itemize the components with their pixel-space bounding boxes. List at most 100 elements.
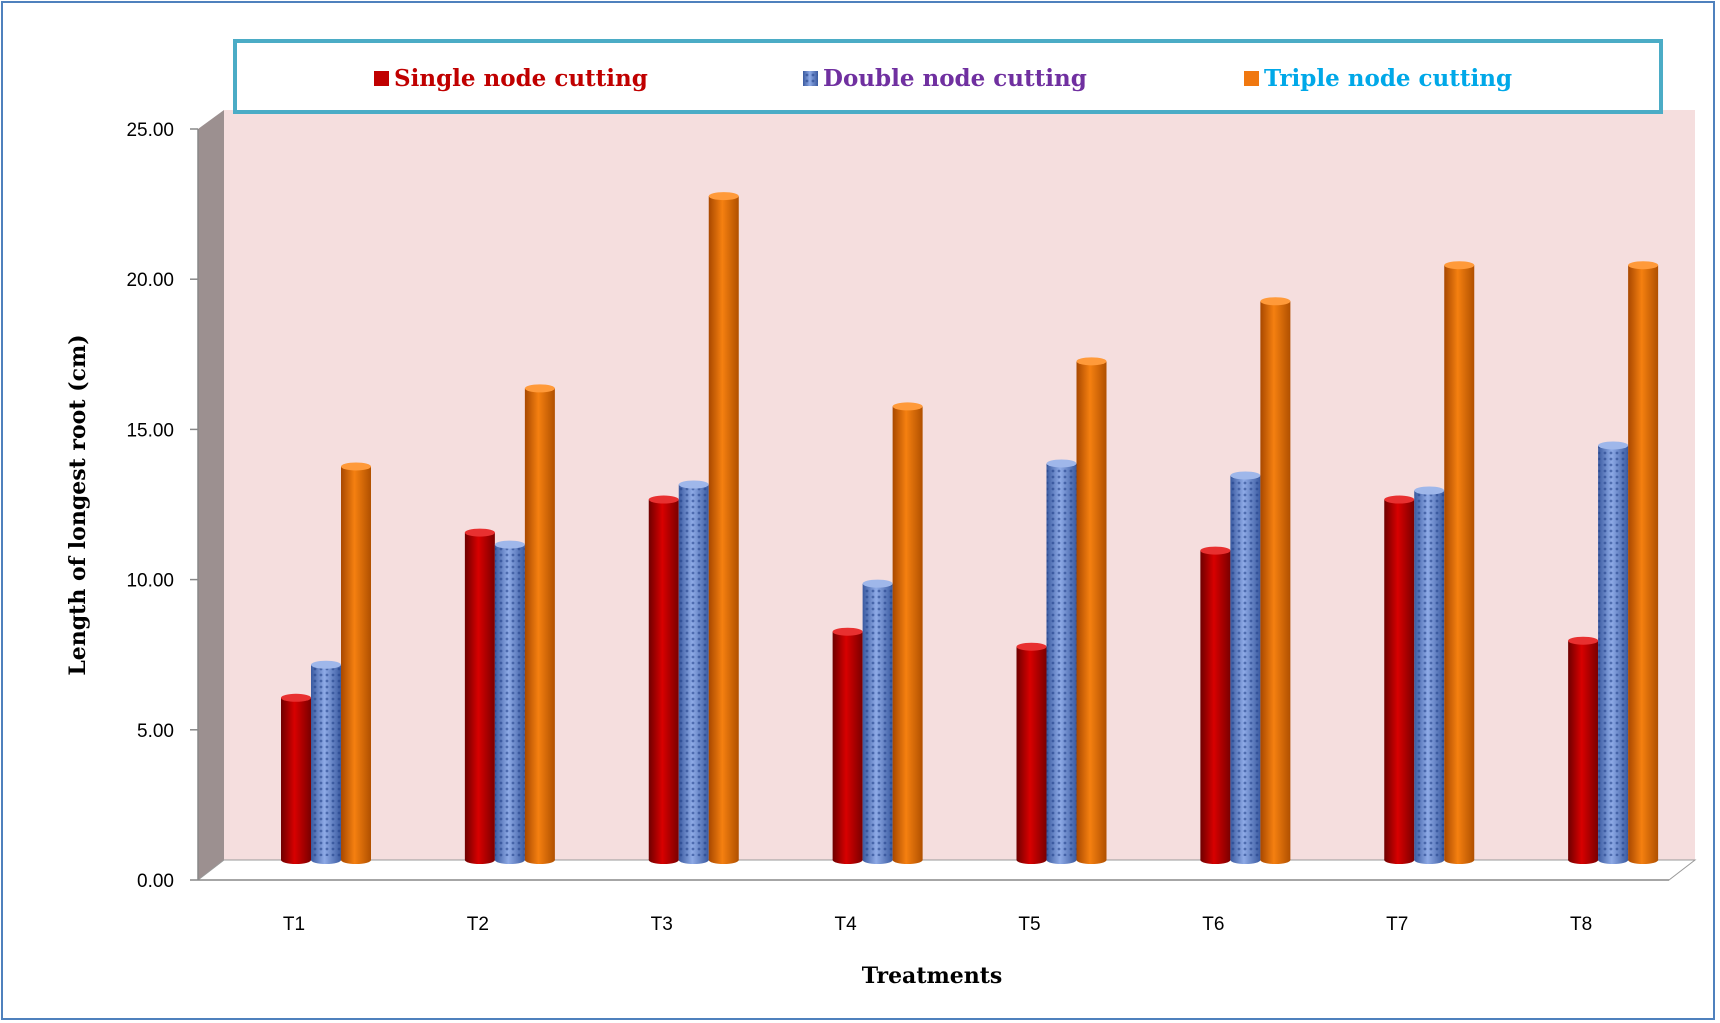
legend-item-triple: Triple node cutting: [1244, 65, 1512, 92]
bar-double-texture: [1598, 445, 1629, 860]
bar-single-t2: [464, 528, 495, 864]
bar-single-t4: [832, 627, 863, 864]
x-axis-ticks: T1 T2 T3 T4 T5 T6 T7 T8: [283, 914, 1592, 935]
bars-group: [281, 192, 1659, 864]
bar-double-cap: [311, 660, 341, 669]
legend-swatch-triple: [1244, 71, 1259, 86]
bar-triple-body: [524, 388, 555, 860]
bar-triple-base: [1628, 856, 1659, 864]
bar-single-body: [1016, 646, 1047, 860]
x-tick-label-t8: T8: [1570, 914, 1592, 935]
bar-double-base: [1414, 856, 1445, 864]
bar-double-base: [1046, 856, 1077, 864]
bar-double-t7: [1414, 486, 1445, 864]
legend-swatch-double-texture: [803, 71, 818, 86]
legend-box: [233, 39, 1663, 114]
plot-side-wall: [198, 110, 224, 880]
x-tick-label-t4: T4: [834, 914, 857, 935]
bar-double-base: [494, 856, 525, 864]
y-tick-label: 25.00: [126, 120, 174, 141]
bar-triple-cap: [341, 462, 371, 471]
bar-single-t1: [281, 693, 311, 864]
bar-triple-cap: [1076, 357, 1107, 366]
y-axis-title: Length of longest root (cm): [65, 334, 91, 675]
bar-triple-t4: [892, 402, 923, 864]
bar-single-base: [1200, 856, 1231, 864]
bar-triple-body: [341, 466, 371, 860]
bar-triple-t5: [1076, 357, 1107, 864]
bar-triple-base: [892, 856, 923, 864]
bar-single-cap: [1016, 642, 1047, 651]
bar-double-base: [1230, 856, 1261, 864]
bar-double-t8: [1598, 441, 1629, 864]
bar-triple-base: [1444, 856, 1475, 864]
bar-single-t7: [1384, 495, 1415, 864]
bar-double-cap: [1046, 459, 1077, 468]
bar-double-t5: [1046, 459, 1077, 864]
bar-triple-t2: [524, 384, 555, 864]
legend-item-double: Double node cutting: [803, 65, 1087, 92]
bar-double-base: [862, 856, 893, 864]
bar-single-t6: [1200, 546, 1231, 864]
bar-triple-base: [1076, 856, 1107, 864]
y-tick-label: 20.00: [126, 270, 174, 291]
bar-single-cap: [648, 495, 679, 504]
bar-single-body: [832, 631, 863, 860]
bar-double-t1: [311, 660, 341, 864]
bar-double-texture: [1046, 463, 1077, 860]
bar-double-cap: [678, 480, 709, 489]
bar-double-t3: [678, 480, 709, 864]
y-tick-label: 0.00: [137, 871, 174, 892]
bar-single-base: [1016, 856, 1047, 864]
bar-double-base: [678, 856, 709, 864]
bar-double-base: [1598, 856, 1629, 864]
bar-single-base: [648, 856, 679, 864]
bar-single-body: [464, 532, 495, 860]
y-tick-label: 15.00: [126, 420, 174, 441]
bar-single-body: [281, 697, 311, 860]
bar-double-texture: [494, 544, 525, 860]
bar-triple-body: [892, 406, 923, 860]
y-axis-ticks: 0.00 5.00 10.00 15.00 20.00 25.00: [126, 120, 198, 892]
bar-double-cap: [1230, 471, 1261, 480]
bar-double-texture: [1414, 490, 1445, 860]
bar-triple-cap: [1260, 297, 1291, 306]
bar-triple-body: [1076, 361, 1107, 860]
bar-single-t8: [1568, 636, 1599, 864]
bar-single-body: [648, 499, 679, 860]
bar-double-t4: [862, 579, 893, 864]
bar-triple-cap: [1628, 261, 1659, 270]
y-tick-label: 5.00: [137, 721, 174, 742]
bar-triple-t7: [1444, 261, 1475, 864]
x-tick-label-t1: T1: [283, 914, 305, 935]
bar-triple-body: [1444, 265, 1475, 860]
legend-label-double: Double node cutting: [823, 65, 1087, 92]
bar-triple-t1: [341, 462, 371, 864]
bar-triple-t3: [708, 192, 739, 864]
x-axis-title: Treatments: [862, 963, 1003, 989]
bar-single-cap: [281, 693, 311, 702]
bar-single-body: [1200, 550, 1231, 860]
bar-single-base: [832, 856, 863, 864]
bar-double-base: [311, 856, 341, 864]
x-tick-label-t3: T3: [651, 914, 673, 935]
bar-double-texture: [311, 664, 341, 860]
x-tick-label-t7: T7: [1386, 914, 1408, 935]
bar-single-base: [281, 856, 311, 864]
bar-double-cap: [1414, 486, 1445, 495]
legend-item-single: Single node cutting: [374, 65, 648, 92]
bar-triple-base: [708, 856, 739, 864]
x-tick-label-t5: T5: [1018, 914, 1040, 935]
bar-triple-base: [1260, 856, 1291, 864]
x-tick-label-t2: T2: [467, 914, 489, 935]
bar-single-base: [1568, 856, 1599, 864]
bar-triple-t6: [1260, 297, 1291, 864]
bar-triple-body: [1260, 301, 1291, 861]
bar-double-t2: [494, 540, 525, 864]
bar-single-cap: [1384, 495, 1415, 504]
legend-label-single: Single node cutting: [394, 65, 648, 92]
legend-swatch-single: [374, 71, 389, 86]
bar-triple-base: [524, 856, 555, 864]
